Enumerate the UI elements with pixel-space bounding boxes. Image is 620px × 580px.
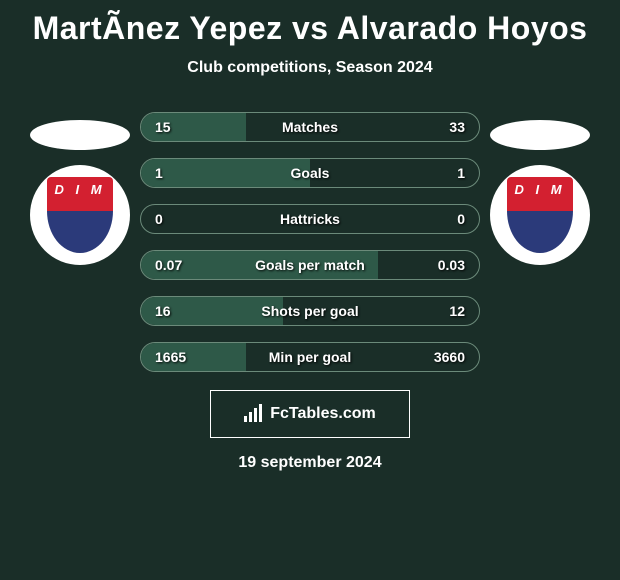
stat-fill: [141, 159, 310, 187]
club-badge-right: D I M: [490, 165, 590, 265]
stat-left-value: 15: [155, 119, 171, 135]
stat-right-value: 0.03: [438, 257, 465, 273]
stat-label: Shots per goal: [261, 303, 358, 319]
stat-row-hattricks: 0 Hattricks 0: [140, 204, 480, 234]
stat-left-value: 0: [155, 211, 163, 227]
shield-bottom: [507, 211, 573, 253]
stat-left-value: 0.07: [155, 257, 182, 273]
stat-row-goals-per-match: 0.07 Goals per match 0.03: [140, 250, 480, 280]
club-badge-left: D I M: [30, 165, 130, 265]
stat-right-value: 33: [449, 119, 465, 135]
shield-text: D I M: [507, 182, 573, 197]
player-right: D I M: [480, 112, 600, 265]
stat-right-value: 0: [457, 211, 465, 227]
player-oval-right: [490, 120, 590, 150]
stat-left-value: 1: [155, 165, 163, 181]
stat-label: Hattricks: [280, 211, 340, 227]
stat-right-value: 12: [449, 303, 465, 319]
stat-row-shots-per-goal: 16 Shots per goal 12: [140, 296, 480, 326]
stat-left-value: 16: [155, 303, 171, 319]
brand-text: FcTables.com: [270, 405, 376, 423]
chart-icon: [244, 404, 264, 425]
stat-left-value: 1665: [155, 349, 186, 365]
stat-label: Goals: [291, 165, 330, 181]
page-title: MartÃnez Yepez vs Alvarado Hoyos: [33, 10, 588, 47]
date-text: 19 september 2024: [238, 454, 381, 472]
stat-row-matches: 15 Matches 33: [140, 112, 480, 142]
comparison-row: D I M 15 Matches 33 1 Goals 1 0 Hattrick…: [0, 112, 620, 372]
player-oval-left: [30, 120, 130, 150]
subtitle: Club competitions, Season 2024: [187, 59, 432, 77]
shield-icon: D I M: [507, 177, 573, 253]
comparison-card: MartÃnez Yepez vs Alvarado Hoyos Club co…: [0, 0, 620, 472]
stat-row-min-per-goal: 1665 Min per goal 3660: [140, 342, 480, 372]
stat-label: Min per goal: [269, 349, 351, 365]
shield-text: D I M: [47, 182, 113, 197]
stats-list: 15 Matches 33 1 Goals 1 0 Hattricks 0 0.…: [140, 112, 480, 372]
shield-bottom: [47, 211, 113, 253]
stat-row-goals: 1 Goals 1: [140, 158, 480, 188]
stat-label: Goals per match: [255, 257, 365, 273]
stat-right-value: 1: [457, 165, 465, 181]
player-left: D I M: [20, 112, 140, 265]
stat-right-value: 3660: [434, 349, 465, 365]
stat-label: Matches: [282, 119, 338, 135]
shield-icon: D I M: [47, 177, 113, 253]
brand-link[interactable]: FcTables.com: [210, 390, 410, 438]
